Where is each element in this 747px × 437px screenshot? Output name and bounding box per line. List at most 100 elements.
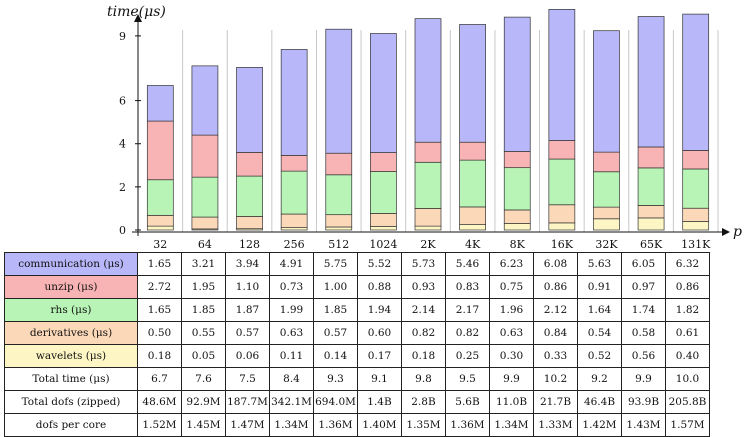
axes: time(μs) p — [107, 4, 742, 240]
bar-segment — [325, 152, 353, 176]
row-label: Total time (μs) — [4, 367, 138, 391]
table-cell: 2.14 — [401, 298, 446, 322]
table-cell: 0.52 — [577, 344, 622, 368]
table-cell: 10.2 — [533, 367, 578, 391]
table-cell: 1.34M — [269, 413, 314, 437]
bar-segment — [503, 167, 531, 211]
bar-segment — [682, 207, 710, 222]
table-cell: 0.33 — [533, 344, 578, 368]
bar-segment — [146, 85, 174, 122]
bar-segment — [459, 224, 486, 231]
table-cell: 1.34M — [489, 413, 534, 437]
bar-segment — [637, 16, 665, 148]
vertical-grid — [137, 30, 719, 232]
table-cell: 1.65 — [137, 252, 182, 276]
table-cell: 0.25 — [445, 344, 490, 368]
x-tick-label: 16K — [551, 238, 574, 251]
table-cell: 5.63 — [577, 252, 622, 276]
table-cell: 1.47M — [225, 413, 270, 437]
table-row: wavelets (μs) 0.18 0.05 0.06 0.11 0.14 0.17 0.1… — [4, 344, 710, 368]
table-cell: 46.4B — [577, 390, 622, 414]
bar-segment — [280, 213, 308, 228]
y-axis-title: time(μs) — [107, 4, 166, 20]
bar-segment — [637, 217, 665, 231]
table-cell: 694.0M — [313, 390, 358, 414]
table-cell: 1.65 — [137, 298, 182, 322]
bar-segment — [637, 146, 665, 169]
table-cell: 342.1M — [269, 390, 314, 414]
bar-segment — [370, 33, 397, 153]
table-cell: 1.85 — [181, 298, 226, 322]
table-cell: 2.8B — [401, 390, 446, 414]
table-cell: 0.63 — [269, 321, 314, 345]
bar-segment — [370, 152, 397, 172]
bar-segment — [146, 225, 174, 231]
bar-segment — [503, 223, 531, 231]
table-cell: 0.91 — [577, 275, 622, 299]
bar-segment — [459, 159, 486, 208]
table-cell: 1.96 — [489, 298, 534, 322]
table-cell: 1.64 — [577, 298, 622, 322]
bar-segment — [370, 171, 397, 214]
table-cell: 1.57M — [665, 413, 710, 437]
bar-segment — [325, 28, 353, 154]
x-axis-title: p — [733, 224, 742, 240]
bar-segment — [548, 9, 576, 141]
bar-segment — [280, 227, 308, 231]
table-cell: 8.4 — [269, 367, 314, 391]
x-axis-arrow — [722, 228, 730, 236]
table-cell: 5.46 — [445, 252, 490, 276]
table-row: communication (μs) 1.65 3.21 3.94 4.91 5.75 5.… — [4, 252, 710, 276]
row-label: communication (μs) — [4, 252, 138, 276]
table-cell: 0.40 — [665, 344, 710, 368]
table-cell: 0.83 — [445, 275, 490, 299]
x-tick-label: 512 — [328, 238, 349, 251]
table-cell: 1.4B — [357, 390, 402, 414]
table-cell: 1.00 — [313, 275, 358, 299]
y-tick-label: 6 — [119, 95, 126, 108]
bar-segment — [593, 151, 620, 173]
table-cell: 0.58 — [621, 321, 666, 345]
table-cell: 2.17 — [445, 298, 490, 322]
bar-segment — [191, 65, 219, 136]
bar-segment — [503, 16, 531, 152]
bar-segment — [414, 208, 442, 227]
bar-segment — [593, 171, 620, 208]
table-cell: 0.05 — [181, 344, 226, 368]
table-cell: 1.87 — [225, 298, 270, 322]
table-cell: 1.94 — [357, 298, 402, 322]
bar-segment — [414, 161, 442, 209]
bar-segment — [414, 225, 442, 231]
table-cell: 0.93 — [401, 275, 446, 299]
table-cell: 0.56 — [621, 344, 666, 368]
table-cell: 0.55 — [181, 321, 226, 345]
bar-segment — [548, 204, 576, 224]
bar-segment — [280, 155, 308, 172]
bar-segment — [146, 120, 174, 181]
table-cell: 7.6 — [181, 367, 226, 391]
table-cell: 5.6B — [445, 390, 490, 414]
table-cell: 1.43M — [621, 413, 666, 437]
table-row: dofs per core 1.52M 1.45M 1.47M 1.34M 1.36M 1.… — [4, 413, 710, 437]
table-cell: 7.5 — [225, 367, 270, 391]
bar-segment — [459, 141, 486, 161]
table-cell: 93.9B — [621, 390, 666, 414]
table-cell: 1.95 — [181, 275, 226, 299]
table-row: Total time (μs) 6.7 7.6 7.5 8.4 9.3 9.1 9.8 9.5 9… — [4, 367, 710, 391]
table-cell: 92.9M — [181, 390, 226, 414]
bar-segment — [593, 206, 620, 220]
x-tick-label: 4K — [465, 238, 481, 251]
table-cell: 2.12 — [533, 298, 578, 322]
table-cell: 9.9 — [621, 367, 666, 391]
bar-segment — [191, 134, 219, 178]
bar-segment — [459, 206, 486, 225]
table-cell: 48.6M — [137, 390, 182, 414]
table-row: Total dofs (zipped) 48.6M 92.9M 187.7M 342.1… — [4, 390, 710, 414]
bar-segment — [548, 158, 576, 206]
table-cell: 0.30 — [489, 344, 534, 368]
table-cell: 0.11 — [269, 344, 314, 368]
table-cell: 0.57 — [225, 321, 270, 345]
table-cell: 6.32 — [665, 252, 710, 276]
table-cell: 3.21 — [181, 252, 226, 276]
table-row: derivatives (μs) 0.50 0.55 0.57 0.63 0.57 0.60… — [4, 321, 710, 345]
